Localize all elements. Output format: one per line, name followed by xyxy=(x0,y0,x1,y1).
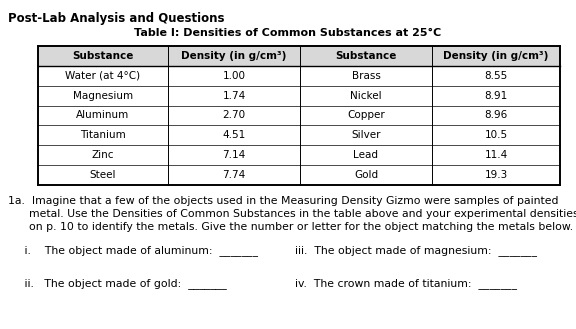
Text: 4.51: 4.51 xyxy=(222,130,245,140)
Text: Substance: Substance xyxy=(73,51,134,61)
Text: 7.14: 7.14 xyxy=(222,150,245,160)
Text: Silver: Silver xyxy=(351,130,381,140)
Text: Titanium: Titanium xyxy=(80,130,126,140)
Text: 8.96: 8.96 xyxy=(484,111,507,120)
Text: Aluminum: Aluminum xyxy=(77,111,130,120)
Text: Brass: Brass xyxy=(351,71,380,81)
Text: Magnesium: Magnesium xyxy=(73,91,133,101)
Bar xyxy=(38,46,560,66)
Text: 8.55: 8.55 xyxy=(484,71,507,81)
Text: 7.74: 7.74 xyxy=(222,170,245,180)
Text: ii.   The object made of gold:  _______: ii. The object made of gold: _______ xyxy=(14,278,227,289)
Text: 8.91: 8.91 xyxy=(484,91,507,101)
Text: Steel: Steel xyxy=(90,170,116,180)
Text: i.    The object made of aluminum:  _______: i. The object made of aluminum: _______ xyxy=(14,245,258,256)
Text: 10.5: 10.5 xyxy=(484,130,507,140)
Text: Zinc: Zinc xyxy=(92,150,114,160)
Text: 1a.  Imagine that a few of the objects used in the Measuring Density Gizmo were : 1a. Imagine that a few of the objects us… xyxy=(8,196,559,206)
Text: Lead: Lead xyxy=(354,150,378,160)
Text: Nickel: Nickel xyxy=(350,91,382,101)
Text: Water (at 4°C): Water (at 4°C) xyxy=(66,71,141,81)
Text: Density (in g/cm³): Density (in g/cm³) xyxy=(444,51,549,61)
Text: Density (in g/cm³): Density (in g/cm³) xyxy=(181,51,287,61)
Text: 2.70: 2.70 xyxy=(222,111,245,120)
Text: iii.  The object made of magnesium:  _______: iii. The object made of magnesium: _____… xyxy=(295,245,537,256)
Text: Gold: Gold xyxy=(354,170,378,180)
Text: metal. Use the Densities of Common Substances in the table above and your experi: metal. Use the Densities of Common Subst… xyxy=(8,209,576,219)
Text: Substance: Substance xyxy=(335,51,397,61)
Text: 19.3: 19.3 xyxy=(484,170,507,180)
Text: Post-Lab Analysis and Questions: Post-Lab Analysis and Questions xyxy=(8,12,225,25)
Text: Table I: Densities of Common Substances at 25°C: Table I: Densities of Common Substances … xyxy=(134,28,442,38)
Text: on p. 10 to identify the metals. Give the number or letter for the object matchi: on p. 10 to identify the metals. Give th… xyxy=(8,222,573,232)
Bar xyxy=(38,46,560,185)
Text: Copper: Copper xyxy=(347,111,385,120)
Text: 1.00: 1.00 xyxy=(222,71,245,81)
Text: iv.  The crown made of titanium:  _______: iv. The crown made of titanium: _______ xyxy=(295,278,517,289)
Text: 1.74: 1.74 xyxy=(222,91,245,101)
Text: 11.4: 11.4 xyxy=(484,150,507,160)
